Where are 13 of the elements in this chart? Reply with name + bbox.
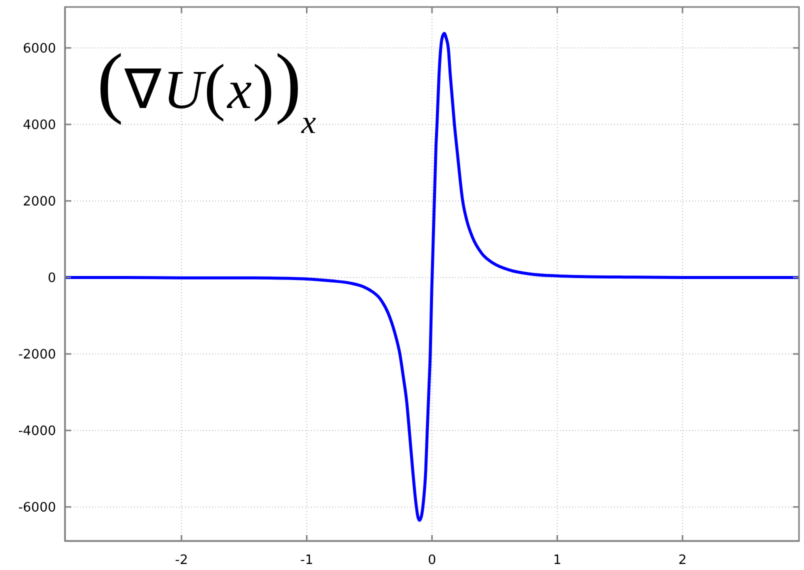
y-tick-label: -2000	[18, 348, 56, 363]
x-tick-label: 0	[428, 553, 436, 568]
x-tick-label: -2	[175, 553, 188, 568]
y-tick-label: 6000	[22, 42, 56, 57]
x-tick-label: 1	[553, 553, 562, 568]
x-tick-label: 2	[678, 553, 687, 568]
x-tick-label: -1	[300, 553, 314, 568]
y-tick-label: 4000	[22, 118, 56, 134]
y-tick-label: -6000	[18, 500, 56, 516]
y-tick-label: 2000	[22, 194, 56, 210]
y-tick-label: 0	[48, 271, 56, 286]
y-tick-label: -4000	[18, 424, 56, 440]
annotation: (∇U(x))$_{x}$	[97, 38, 316, 141]
